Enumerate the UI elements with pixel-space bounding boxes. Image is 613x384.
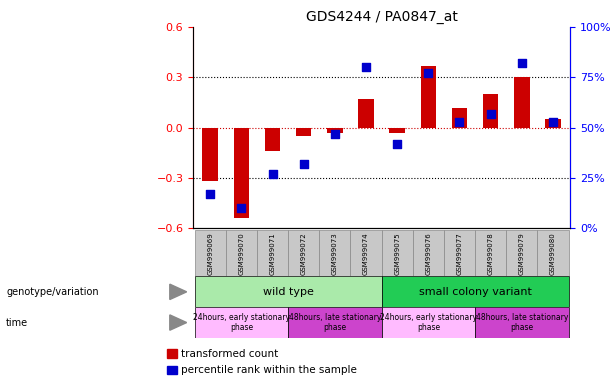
Point xyxy=(485,111,495,117)
Bar xyxy=(421,66,436,127)
Text: GSM999073: GSM999073 xyxy=(332,232,338,275)
Title: GDS4244 / PA0847_at: GDS4244 / PA0847_at xyxy=(306,10,457,25)
Text: GSM999077: GSM999077 xyxy=(457,232,462,275)
Text: small colony variant: small colony variant xyxy=(419,287,531,297)
Bar xyxy=(381,230,413,276)
Bar xyxy=(265,127,280,151)
Text: GSM999074: GSM999074 xyxy=(363,232,369,275)
Point xyxy=(392,141,402,147)
Point xyxy=(330,131,340,137)
Text: GSM999072: GSM999072 xyxy=(301,232,306,275)
Text: wild type: wild type xyxy=(263,287,314,297)
Text: genotype/variation: genotype/variation xyxy=(6,287,99,297)
Bar xyxy=(475,307,568,338)
Bar xyxy=(358,99,374,127)
Bar xyxy=(167,366,177,374)
Point xyxy=(455,119,465,125)
Text: GSM999069: GSM999069 xyxy=(207,232,213,275)
Text: GSM999070: GSM999070 xyxy=(238,232,245,275)
Text: transformed count: transformed count xyxy=(181,349,278,359)
Bar xyxy=(381,276,568,307)
Bar xyxy=(288,230,319,276)
Bar xyxy=(545,119,561,127)
Text: GSM999079: GSM999079 xyxy=(519,232,525,275)
Bar xyxy=(195,276,381,307)
Bar xyxy=(226,230,257,276)
Point xyxy=(299,161,308,167)
Text: 24hours, early stationary
phase: 24hours, early stationary phase xyxy=(193,313,290,332)
Point xyxy=(424,70,433,76)
Bar xyxy=(538,230,568,276)
Bar xyxy=(413,230,444,276)
Text: 24hours, early stationary
phase: 24hours, early stationary phase xyxy=(380,313,477,332)
Point xyxy=(268,171,278,177)
Bar xyxy=(319,230,351,276)
Text: GSM999080: GSM999080 xyxy=(550,232,556,275)
Text: GSM999078: GSM999078 xyxy=(487,232,493,275)
Bar xyxy=(452,108,467,127)
Point xyxy=(237,205,246,211)
Bar xyxy=(296,127,311,136)
Bar xyxy=(257,230,288,276)
Point xyxy=(548,119,558,125)
Polygon shape xyxy=(170,284,186,300)
Text: 48hours, late stationary
phase: 48hours, late stationary phase xyxy=(289,313,381,332)
Text: GSM999071: GSM999071 xyxy=(270,232,276,275)
Bar xyxy=(195,307,288,338)
Bar xyxy=(234,127,249,218)
Bar xyxy=(475,230,506,276)
Bar xyxy=(167,349,177,358)
Point xyxy=(361,64,371,70)
Bar xyxy=(389,127,405,133)
Bar xyxy=(288,307,381,338)
Bar xyxy=(351,230,381,276)
Point xyxy=(517,60,527,66)
Bar xyxy=(506,230,538,276)
Bar xyxy=(483,94,498,127)
Text: GSM999076: GSM999076 xyxy=(425,232,432,275)
Text: time: time xyxy=(6,318,28,328)
Text: 48hours, late stationary
phase: 48hours, late stationary phase xyxy=(476,313,568,332)
Bar xyxy=(327,127,343,133)
Bar xyxy=(195,230,226,276)
Bar xyxy=(202,127,218,182)
Bar xyxy=(381,307,475,338)
Bar xyxy=(444,230,475,276)
Text: percentile rank within the sample: percentile rank within the sample xyxy=(181,365,357,375)
Bar xyxy=(514,77,530,127)
Polygon shape xyxy=(170,315,186,330)
Point xyxy=(205,191,215,197)
Text: GSM999075: GSM999075 xyxy=(394,232,400,275)
